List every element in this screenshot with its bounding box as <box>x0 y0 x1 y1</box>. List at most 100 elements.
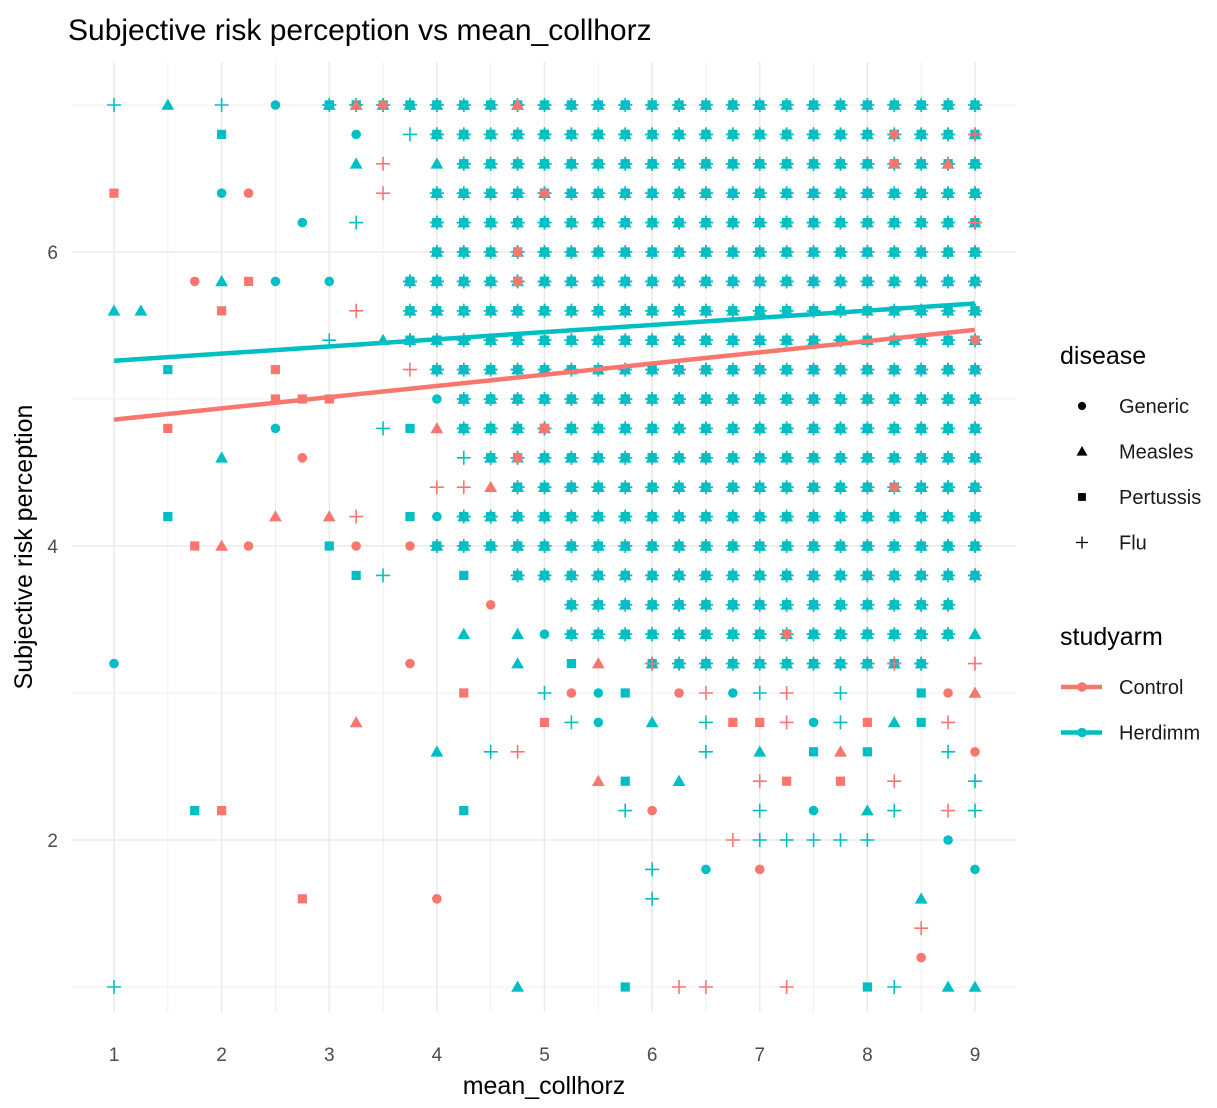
dense-point <box>833 656 848 671</box>
dense-point <box>698 274 713 289</box>
dense-point <box>645 568 660 583</box>
dense-point <box>618 597 633 612</box>
legend-label-control: Control <box>1119 677 1183 699</box>
legend-title-disease: disease <box>1060 342 1146 370</box>
dense-point <box>941 421 956 436</box>
dense-point <box>752 215 767 230</box>
dense-point <box>941 245 956 259</box>
dense-point <box>806 656 821 671</box>
dense-point <box>456 509 471 524</box>
dense-point <box>806 245 821 259</box>
dense-point <box>860 450 875 465</box>
dense-point <box>456 245 471 259</box>
dense-point <box>510 480 525 495</box>
dense-point <box>564 245 579 259</box>
dense-point <box>456 98 471 112</box>
data-point <box>970 747 980 757</box>
dense-point <box>483 245 498 259</box>
data-point <box>215 539 229 551</box>
dense-point <box>725 597 740 612</box>
legend: disease Generic Measles Pertussis Flu studyar… <box>1060 342 1201 745</box>
dense-point <box>591 127 606 142</box>
dense-point <box>698 98 713 112</box>
dense-point <box>618 480 633 495</box>
data-point <box>887 716 901 728</box>
data-point <box>968 656 982 671</box>
data-point <box>216 188 227 198</box>
data-point <box>752 686 767 700</box>
data-point <box>190 541 200 551</box>
dense-point <box>698 568 713 583</box>
dense-point <box>860 656 875 671</box>
dense-point <box>402 274 417 289</box>
dense-point <box>456 127 471 142</box>
data-point <box>968 803 982 818</box>
data-point <box>512 247 523 257</box>
dense-point <box>806 186 821 201</box>
data-point <box>860 833 875 847</box>
dense-point <box>645 156 660 171</box>
dense-point <box>510 509 525 524</box>
dense-point <box>968 509 982 524</box>
data-point <box>941 480 956 495</box>
dense-point <box>698 186 713 201</box>
data-point <box>833 686 848 700</box>
data-point <box>297 217 308 228</box>
dense-point <box>564 127 579 142</box>
dense-point <box>806 274 821 289</box>
dense-point <box>941 539 956 553</box>
dense-point <box>725 303 740 318</box>
data-point <box>297 894 307 904</box>
dense-point <box>941 333 956 348</box>
dense-point <box>537 509 552 524</box>
dense-point <box>779 362 794 377</box>
dense-point <box>672 656 687 671</box>
dense-point <box>322 98 337 112</box>
dense-point <box>645 303 660 318</box>
data-point <box>835 776 846 786</box>
dense-point <box>887 362 902 377</box>
dense-point <box>968 303 982 318</box>
dense-point <box>725 421 740 436</box>
dense-point <box>645 421 660 436</box>
dense-point <box>402 303 417 318</box>
dense-point <box>645 274 660 289</box>
dense-point <box>725 362 740 377</box>
dense-point <box>672 392 687 406</box>
dense-point <box>618 245 633 259</box>
dense-point <box>968 392 982 406</box>
dense-point <box>429 303 444 318</box>
data-point <box>889 129 900 140</box>
data-point <box>645 716 659 728</box>
dense-point <box>537 303 552 318</box>
data-point <box>808 717 819 728</box>
dense-point <box>752 627 767 642</box>
dense-point <box>806 98 821 112</box>
legend-label-herdimm: Herdimm <box>1119 723 1200 745</box>
dense-point <box>591 627 606 642</box>
dense-point <box>941 215 956 230</box>
dense-point <box>887 568 902 583</box>
dense-point <box>887 215 902 230</box>
dense-point <box>618 215 633 230</box>
dense-point <box>833 98 848 112</box>
data-point <box>889 159 899 169</box>
data-point <box>782 776 792 786</box>
data-point <box>107 980 121 994</box>
dense-point <box>591 480 606 495</box>
legend-label-flu: Flu <box>1119 533 1147 555</box>
dense-point <box>968 186 982 201</box>
dense-point <box>618 421 633 436</box>
dense-point <box>833 539 848 553</box>
data-point <box>349 215 364 230</box>
dense-point <box>456 274 471 289</box>
dense-point <box>752 98 767 112</box>
data-point <box>163 365 173 375</box>
data-point <box>485 600 496 610</box>
data-point <box>324 541 334 551</box>
trend-line-control <box>113 327 976 422</box>
data-point <box>752 774 767 789</box>
data-point <box>458 541 469 551</box>
data-point <box>107 98 121 112</box>
